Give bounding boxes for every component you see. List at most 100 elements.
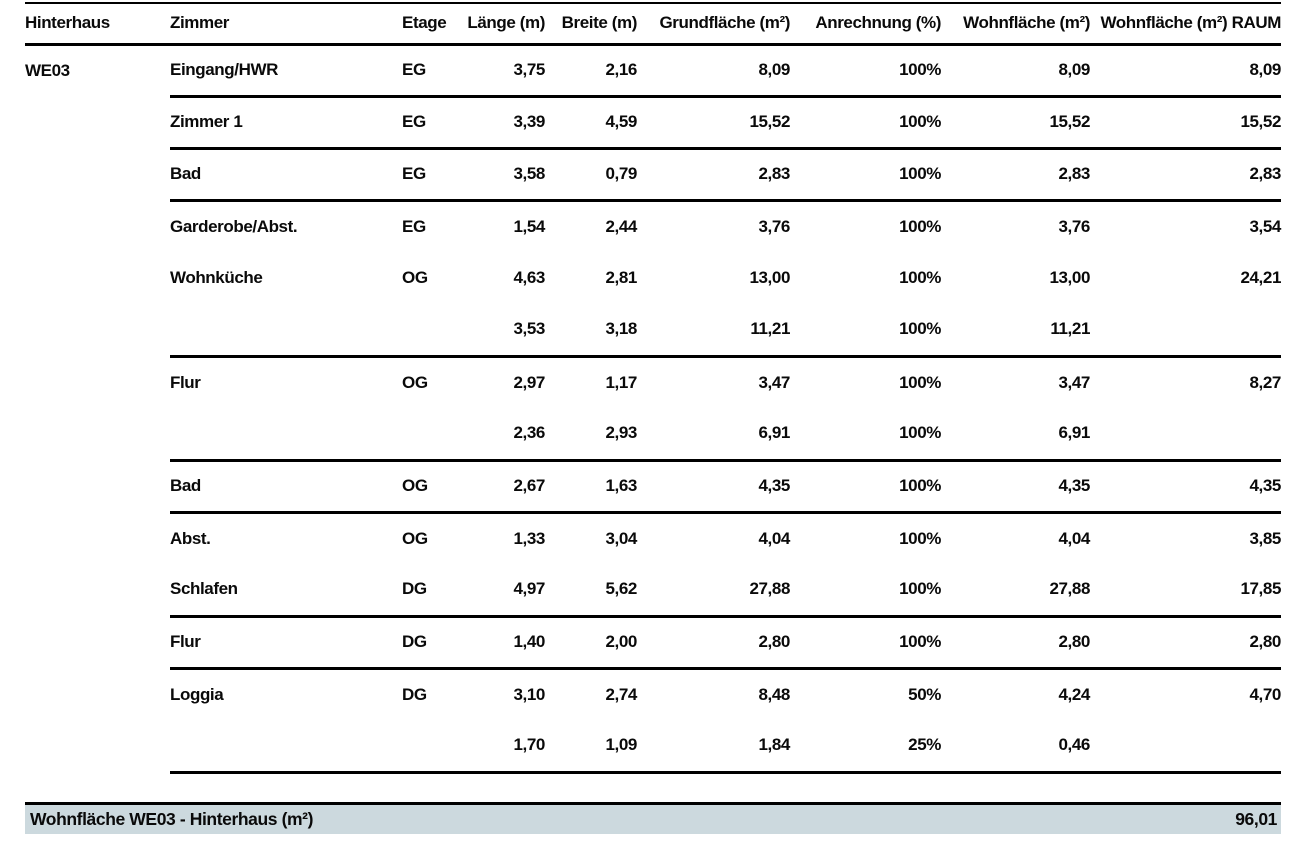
table-row: Bad OG 2,67 1,63 4,35 100% 4,35 4,35 xyxy=(25,460,1281,514)
cell-laenge: 4,63 xyxy=(513,268,546,287)
table-row: Garderobe/Abst. EG 1,54 2,44 3,76 100% 3,76 3,5… xyxy=(25,200,1281,252)
cell-grundflaeche: 4,04 xyxy=(758,528,791,548)
cell-wohnflaeche_raum: 4,35 xyxy=(1090,460,1281,514)
cell-grundflaeche: 1,84 xyxy=(637,720,790,774)
table-body: WE03 Eingang/HWR EG 3,75 2,16 8,09 100% 8,09 8,0… xyxy=(25,44,1282,774)
cell-zimmer: Bad xyxy=(170,460,402,514)
header-cell-hinterhaus: Hinterhaus xyxy=(25,3,170,46)
cell-breite: 5,62 xyxy=(545,564,637,618)
cell-wohnflaeche: 8,09 xyxy=(941,44,1090,98)
cell-laenge: 1,54 xyxy=(513,216,546,236)
cell-zimmer: Flur xyxy=(170,616,402,670)
cell-hinterhaus xyxy=(25,408,170,460)
cell-etage: OG xyxy=(402,528,428,548)
cell-wohnflaeche_raum: 2,83 xyxy=(1090,148,1281,202)
cell-zimmer: Flur xyxy=(170,372,201,392)
cell-grundflaeche: 11,21 xyxy=(637,304,790,358)
cell-wohnflaeche_raum: 8,27 xyxy=(1249,372,1282,392)
cell-zimmer: Garderobe/Abst. xyxy=(170,216,298,236)
cell-wohnflaeche: 4,24 xyxy=(1058,684,1091,704)
cell-grundflaeche: 8,09 xyxy=(637,44,790,98)
cell-breite: 2,93 xyxy=(545,408,637,462)
cell-wohnflaeche: 27,88 xyxy=(941,564,1090,618)
cell-anrechnung: 100% xyxy=(790,408,941,462)
table-row: Flur DG 1,40 2,00 2,80 100% 2,80 2,80 xyxy=(25,616,1281,670)
total-value: 96,01 xyxy=(1235,808,1277,829)
header-cell-laenge: Länge (m) xyxy=(467,3,545,46)
cell-grundflaeche: 13,00 xyxy=(749,268,790,287)
cell-wohnflaeche_raum xyxy=(1090,304,1281,358)
cell-anrechnung: 50% xyxy=(908,684,941,704)
cell-breite: 3,04 xyxy=(605,528,638,548)
cell-wohnflaeche: 0,46 xyxy=(941,720,1090,774)
cell-grundflaeche: 2,83 xyxy=(637,148,790,202)
header-cell-breite: Breite (m) xyxy=(545,3,637,46)
cell-laenge: 3,10 xyxy=(513,684,546,704)
cell-grundflaeche: 3,47 xyxy=(758,372,791,392)
cell-hinterhaus xyxy=(25,564,170,616)
cell-hinterhaus xyxy=(25,512,170,564)
cell-etage: DG xyxy=(402,684,427,704)
cell-grundflaeche: 8,48 xyxy=(758,684,791,704)
cell-breite: 3,18 xyxy=(545,304,637,358)
table-row: Schlafen DG 4,97 5,62 27,88 100% 27,88 17,85 xyxy=(25,564,1281,618)
cell-wohnflaeche_raum: 4,70 xyxy=(1249,684,1282,704)
cell-wohnflaeche: 4,04 xyxy=(1058,528,1091,548)
cell-wohnflaeche: 11,21 xyxy=(941,304,1090,358)
cell-etage xyxy=(402,408,467,462)
cell-laenge: 2,97 xyxy=(513,372,546,392)
area-calculation-table: Hinterhaus Zimmer Etage Länge (m) Breite (m)… xyxy=(25,2,1281,774)
cell-zimmer xyxy=(170,408,402,462)
cell-laenge: 1,40 xyxy=(467,616,545,670)
cell-laenge: 1,33 xyxy=(513,528,546,548)
cell-grundflaeche: 6,91 xyxy=(637,408,790,462)
cell-laenge: 3,58 xyxy=(467,148,545,202)
header-cell-zimmer: Zimmer xyxy=(170,3,402,46)
cell-anrechnung: 100% xyxy=(899,528,941,548)
table-row: 2,36 2,93 6,91 100% 6,91 xyxy=(25,408,1281,462)
cell-anrechnung: 25% xyxy=(790,720,941,774)
cell-grundflaeche: 3,76 xyxy=(758,216,791,236)
header-cell-wohnflaeche_raum: Wohnfläche (m²) RAUM xyxy=(1090,3,1281,46)
cell-anrechnung: 100% xyxy=(790,96,941,150)
cell-breite: 0,79 xyxy=(545,148,637,202)
cell-hinterhaus xyxy=(25,356,170,408)
cell-hinterhaus xyxy=(25,668,170,720)
cell-etage: EG xyxy=(402,96,467,150)
cell-laenge: 2,36 xyxy=(467,408,545,462)
cell-breite: 2,44 xyxy=(605,216,638,236)
cell-etage: OG xyxy=(402,268,428,287)
cell-wohnflaeche: 2,80 xyxy=(941,616,1090,670)
table-row: Loggia DG 3,10 2,74 8,48 50% 4,24 4,70 xyxy=(25,668,1281,720)
cell-hinterhaus xyxy=(25,304,170,356)
cell-wohnflaeche: 6,91 xyxy=(941,408,1090,462)
cell-breite: 2,16 xyxy=(545,44,637,98)
cell-zimmer xyxy=(170,304,402,358)
cell-breite: 4,59 xyxy=(545,96,637,150)
cell-laenge: 2,67 xyxy=(467,460,545,514)
total-bar: Wohnfläche WE03 - Hinterhaus (m²) 96,01 xyxy=(25,801,1281,834)
table-row: Zimmer 1 EG 3,39 4,59 15,52 100% 15,52 15,52 xyxy=(25,96,1281,150)
cell-wohnflaeche_raum xyxy=(1090,408,1281,462)
cell-wohnflaeche_raum: 2,80 xyxy=(1090,616,1281,670)
cell-etage: EG xyxy=(402,148,467,202)
table-row: Abst. OG 1,33 3,04 4,04 100% 4,04 3,85 xyxy=(25,512,1281,564)
table-row: 1,70 1,09 1,84 25% 0,46 xyxy=(25,720,1281,774)
cell-anrechnung: 100% xyxy=(790,304,941,358)
cell-etage: OG xyxy=(402,372,428,392)
cell-anrechnung: 100% xyxy=(790,564,941,618)
cell-breite: 2,81 xyxy=(605,268,638,287)
cell-hinterhaus xyxy=(25,616,170,668)
header-cell-etage: Etage xyxy=(402,3,467,46)
header-cell-grundflaeche: Grundfläche (m²) xyxy=(637,3,790,46)
cell-anrechnung: 100% xyxy=(790,148,941,202)
cell-breite: 1,09 xyxy=(545,720,637,774)
cell-wohnflaeche: 2,83 xyxy=(941,148,1090,202)
cell-etage: EG xyxy=(402,44,467,98)
cell-wohnflaeche_raum: 3,54 xyxy=(1249,216,1282,236)
cell-grundflaeche: 15,52 xyxy=(637,96,790,150)
cell-zimmer: Schlafen xyxy=(170,564,402,618)
cell-wohnflaeche: 3,76 xyxy=(1058,216,1091,236)
cell-etage: EG xyxy=(402,216,426,236)
